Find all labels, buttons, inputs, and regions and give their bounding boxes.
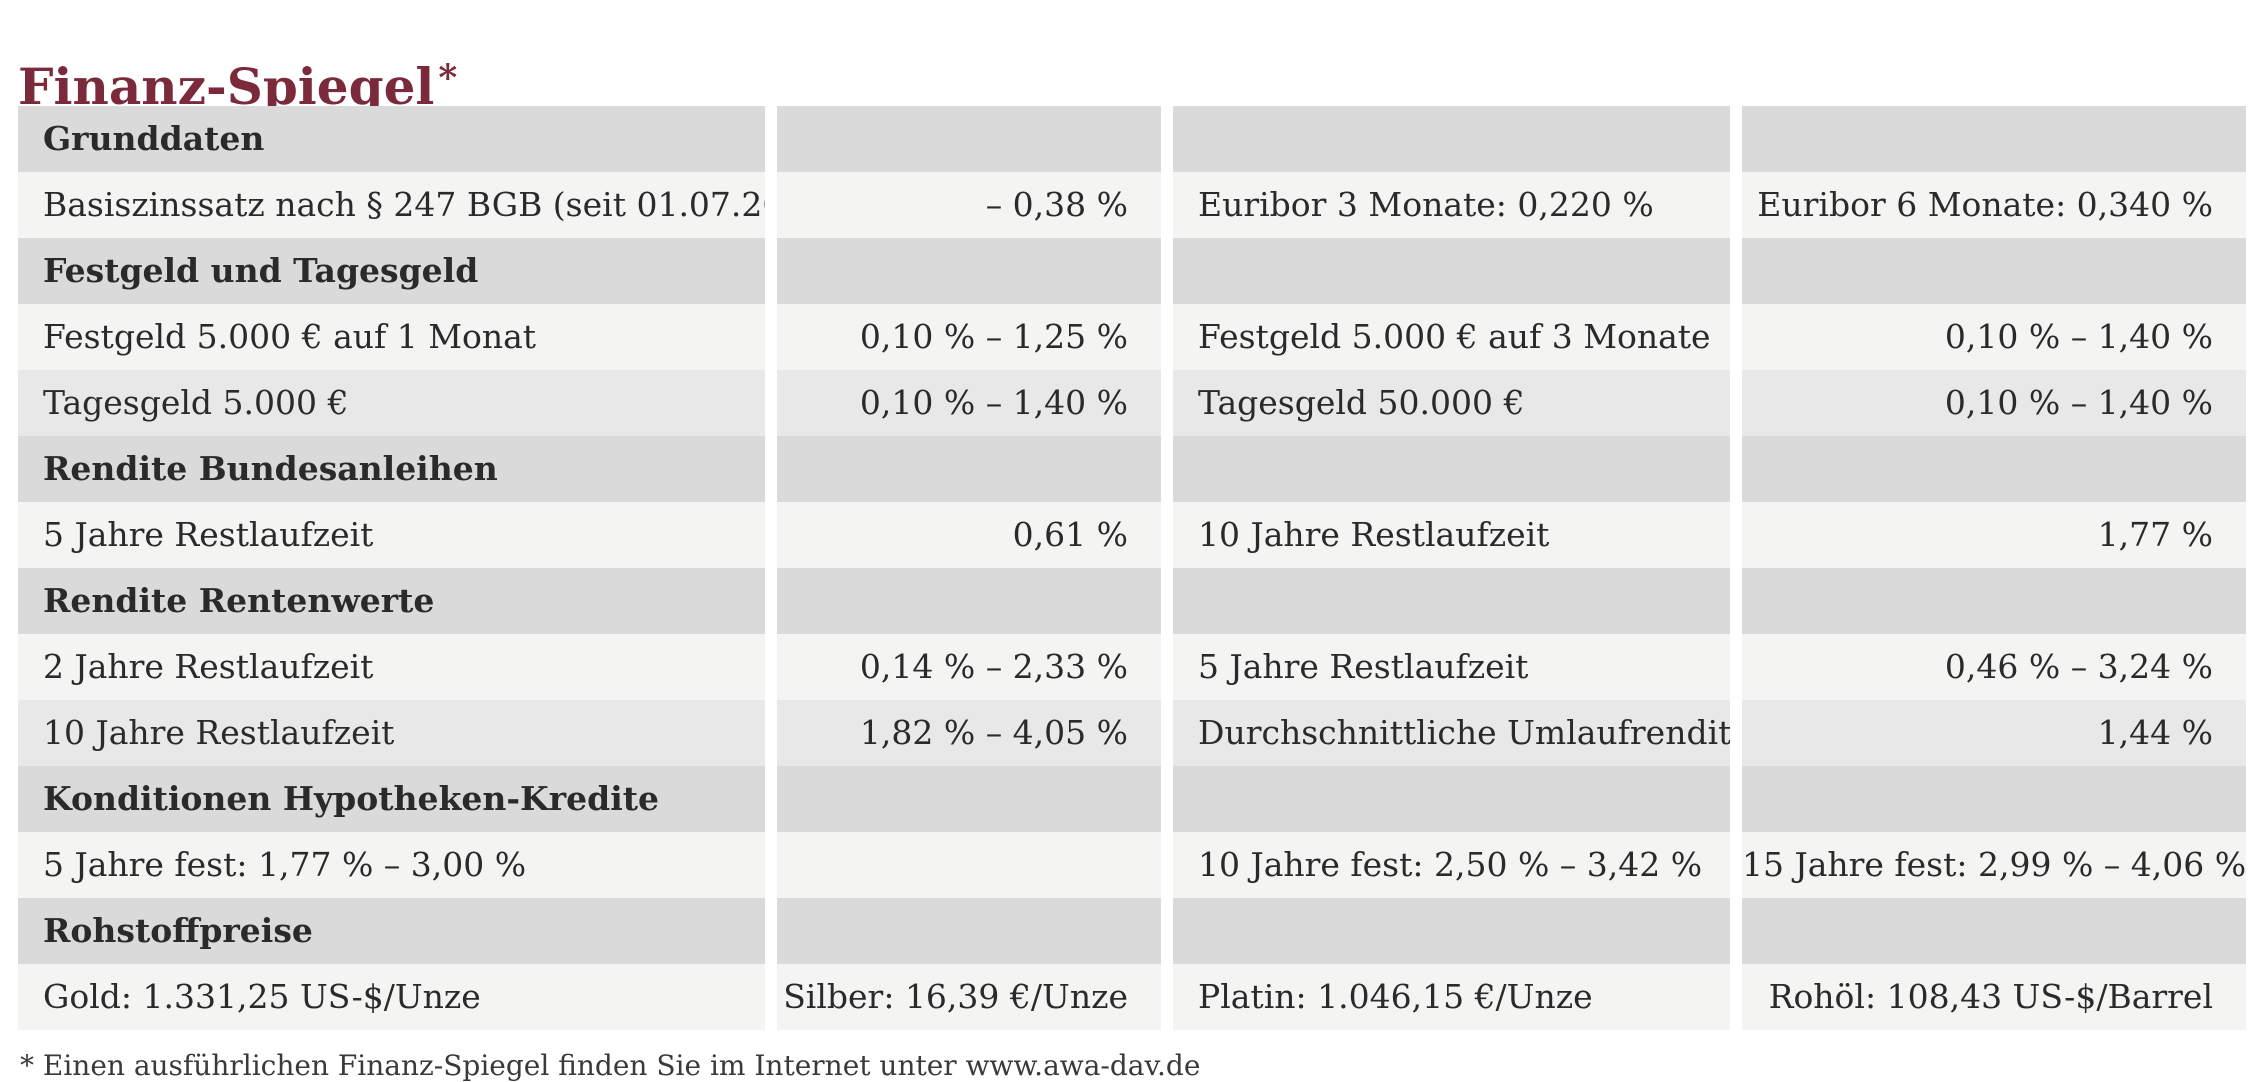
table-cell-value: 0,46 % – 3,24 % (1742, 634, 2246, 700)
section-heading: Rendite Rentenwerte (18, 568, 765, 634)
table-cell-label: 10 Jahre Restlaufzeit (1173, 502, 1730, 568)
table-cell-value: 0,14 % – 2,33 % (777, 634, 1161, 700)
section-heading: Grunddaten (18, 106, 765, 172)
section-heading-empty-cell (777, 106, 1161, 172)
section-heading-empty-cell (777, 898, 1161, 964)
table-cell-label: 2 Jahre Restlaufzeit (18, 634, 765, 700)
section-heading-empty-cell (1742, 436, 2246, 502)
table-cell-label: Basiszinssatz nach § 247 BGB (seit 01.07… (18, 172, 765, 238)
table-cell-label: Tagesgeld 5.000 € (18, 370, 765, 436)
table-cell-label: 10 Jahre fest: 2,50 % – 3,42 % (1173, 832, 1730, 898)
table-cell-value: – 0,38 % (777, 172, 1161, 238)
section-heading-empty-cell (1173, 766, 1730, 832)
section-heading: Konditionen Hypotheken-Kredite (18, 766, 765, 832)
table-cell-label: Festgeld 5.000 € auf 1 Monat (18, 304, 765, 370)
section-heading: Rohstoffpreise (18, 898, 765, 964)
table-cell-label: Tagesgeld 50.000 € (1173, 370, 1730, 436)
table-cell-value: 0,10 % – 1,40 % (777, 370, 1161, 436)
section-heading-empty-cell (1173, 898, 1730, 964)
table-cell-value: Silber: 16,39 €/Unze (777, 964, 1161, 1030)
table-cell-value: 0,10 % – 1,40 % (1742, 370, 2246, 436)
table-cell-value: 0,61 % (777, 502, 1161, 568)
section-heading-empty-cell (1742, 238, 2246, 304)
finance-table: Grunddaten Basiszinssatz nach § 247 BGB (… (18, 106, 2246, 1030)
table-cell-value (777, 832, 1161, 898)
table-cell-label: Euribor 3 Monate: 0,220 % (1173, 172, 1730, 238)
table-cell-value: 1,77 % (1742, 502, 2246, 568)
table-cell-value: 0,10 % – 1,25 % (777, 304, 1161, 370)
table-cell-value: 15 Jahre fest: 2,99 % – 4,06 % (1742, 832, 2246, 898)
footnote: * Einen ausführlichen Finanz-Spiegel fin… (20, 1049, 1201, 1082)
table-cell-value: Rohöl: 108,43 US-$/Barrel (1742, 964, 2246, 1030)
section-heading-empty-cell (1173, 238, 1730, 304)
section-heading-empty-cell (777, 436, 1161, 502)
table-cell-label: 5 Jahre fest: 1,77 % – 3,00 % (18, 832, 765, 898)
section-heading: Festgeld und Tagesgeld (18, 238, 765, 304)
section-heading-empty-cell (1742, 568, 2246, 634)
table-cell-label: Platin: 1.046,15 €/Unze (1173, 964, 1730, 1030)
table-cell-label: Festgeld 5.000 € auf 3 Monate (1173, 304, 1730, 370)
title-footnote-mark: * (438, 56, 458, 99)
section-heading-empty-cell (777, 568, 1161, 634)
table-cell-value: 1,44 % (1742, 700, 2246, 766)
section-heading-empty-cell (777, 238, 1161, 304)
table-cell-value: 0,10 % – 1,40 % (1742, 304, 2246, 370)
section-heading-empty-cell (1173, 106, 1730, 172)
table-cell-label: 10 Jahre Restlaufzeit (18, 700, 765, 766)
section-heading: Rendite Bundesanleihen (18, 436, 765, 502)
page-title: Finanz-Spiegel * (18, 52, 457, 122)
table-cell-value: Euribor 6 Monate: 0,340 % (1742, 172, 2246, 238)
section-heading-empty-cell (1742, 898, 2246, 964)
section-heading-empty-cell (1173, 436, 1730, 502)
table-cell-label: Gold: 1.331,25 US-$/Unze (18, 964, 765, 1030)
table-cell-label: 5 Jahre Restlaufzeit (18, 502, 765, 568)
section-heading-empty-cell (1173, 568, 1730, 634)
title-text: Finanz-Spiegel (18, 56, 435, 116)
table-cell-label: 5 Jahre Restlaufzeit (1173, 634, 1730, 700)
section-heading-empty-cell (777, 766, 1161, 832)
section-heading-empty-cell (1742, 766, 2246, 832)
table-cell-value: 1,82 % – 4,05 % (777, 700, 1161, 766)
section-heading-empty-cell (1742, 106, 2246, 172)
table-cell-label: Durchschnittliche Umlaufrendite (1173, 700, 1730, 766)
